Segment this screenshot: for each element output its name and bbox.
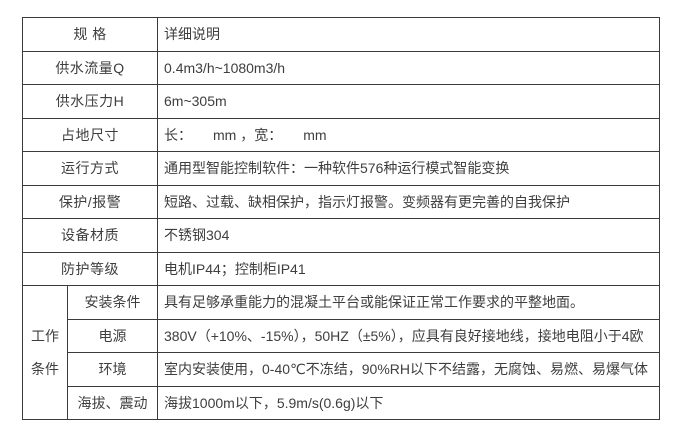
table-row: 保护/报警 短路、过载、缺相保护，指示灯报警。变频器有更完善的自我保护 — [21, 184, 661, 219]
row-value-environment: 室内安装使用，0-40℃不冻结，90%RH以下不结露，无腐蚀、易燃、易爆气体 — [157, 352, 661, 387]
row-label-ip-rating: 防护等级 — [21, 251, 159, 286]
row-label-altitude-vibration: 海拔、震动 — [66, 385, 159, 420]
row-value-installation: 具有足够承重能力的混凝土平台或能保证正常工作要求的平整地面。 — [157, 285, 661, 320]
table-row: 海拔、震动 海拔1000m以下，5.9m/s(0.6g)以下 — [23, 385, 661, 420]
row-label-power-supply: 电源 — [66, 318, 159, 353]
row-label-installation: 安装条件 — [66, 285, 159, 320]
table-row: 供水流量Q 0.4m3/h~1080m3/h — [21, 50, 661, 85]
group-label-working-conditions: 工作 条件 — [22, 285, 68, 420]
row-label-flow: 供水流量Q — [21, 50, 159, 85]
header-spec-cell: 规 格 — [21, 17, 159, 52]
row-value-flow: 0.4m3/h~1080m3/h — [157, 50, 661, 85]
header-detail-cell: 详细说明 — [157, 17, 661, 52]
table-header-row: 规 格 详细说明 — [21, 17, 661, 52]
table-row: 占地尺寸 长： mm ，宽： mm — [21, 117, 661, 152]
row-label-environment: 环境 — [66, 352, 159, 387]
row-value-ip-rating: 电机IP44；控制柜IP41 — [157, 251, 661, 286]
row-value-footprint: 长： mm ，宽： mm — [157, 117, 661, 152]
row-label-footprint: 占地尺寸 — [21, 117, 159, 152]
row-value-pressure: 6m~305m — [157, 84, 661, 119]
row-value-material: 不锈钢304 — [157, 218, 661, 253]
row-label-pressure: 供水压力H — [21, 84, 159, 119]
table-row: 环境 室内安装使用，0-40℃不冻结，90%RH以下不结露，无腐蚀、易燃、易爆气… — [23, 352, 661, 387]
row-value-operation-mode: 通用型智能控制软件：一种软件576种运行模式智能变换 — [157, 151, 661, 186]
table-row: 电源 380V（+10%、-15%），50HZ（±5%），应具有良好接地线，接地… — [23, 318, 661, 353]
table-row: 供水压力H 6m~305m — [21, 84, 661, 119]
table-row: 设备材质 不锈钢304 — [21, 218, 661, 253]
table-row: 运行方式 通用型智能控制软件：一种软件576种运行模式智能变换 — [21, 151, 661, 186]
group-label-line2: 条件 — [31, 360, 59, 377]
row-value-protection-alarm: 短路、过载、缺相保护，指示灯报警。变频器有更完善的自我保护 — [157, 184, 661, 219]
table-row: 防护等级 电机IP44；控制柜IP41 — [21, 251, 661, 286]
spec-table: 规 格 详细说明 供水流量Q 0.4m3/h~1080m3/h 供水压力H 6m… — [21, 17, 661, 420]
row-value-altitude-vibration: 海拔1000m以下，5.9m/s(0.6g)以下 — [157, 385, 661, 420]
row-value-power-supply: 380V（+10%、-15%），50HZ（±5%），应具有良好接地线，接地电阻小… — [157, 318, 661, 353]
row-label-material: 设备材质 — [21, 218, 159, 253]
group-label-line1: 工作 — [31, 327, 59, 344]
row-label-operation-mode: 运行方式 — [21, 151, 159, 186]
table-row: 工作 条件 安装条件 具有足够承重能力的混凝土平台或能保证正常工作要求的平整地面… — [22, 285, 661, 420]
row-label-protection-alarm: 保护/报警 — [21, 184, 159, 219]
